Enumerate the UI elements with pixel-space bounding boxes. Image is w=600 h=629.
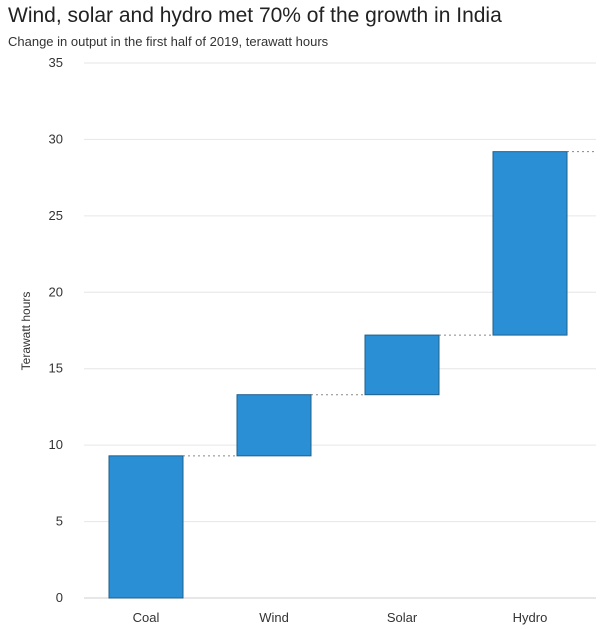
bar-coal: [108, 455, 184, 599]
chart-subtitle: Change in output in the first half of 20…: [8, 34, 329, 49]
x-tick-label: Hydro: [513, 610, 548, 625]
x-tick-label: Solar: [387, 610, 418, 625]
bar-hydro: [492, 151, 568, 336]
y-tick-label: 15: [49, 361, 63, 376]
bars: [108, 151, 568, 599]
bar-solar: [364, 334, 440, 396]
y-tick-label: 35: [49, 55, 63, 70]
x-axis-ticks: Coal Wind Solar Hydro: [133, 610, 548, 625]
y-tick-label: 0: [56, 590, 63, 605]
x-tick-label: Coal: [133, 610, 160, 625]
y-tick-label: 30: [49, 131, 63, 146]
y-axis-label: Terawatt hours: [19, 292, 33, 371]
chart-title: Wind, solar and hydro met 70% of the gro…: [8, 4, 502, 27]
connector-lines: [183, 151, 596, 457]
y-tick-label: 10: [49, 437, 63, 452]
y-axis-ticks: 0 5 10 15 20 25 30 35: [49, 55, 63, 605]
x-tick-label: Wind: [259, 610, 289, 625]
y-tick-label: 20: [49, 284, 63, 299]
bar-wind: [236, 394, 312, 457]
y-tick-label: 25: [49, 208, 63, 223]
y-tick-label: 5: [56, 514, 63, 529]
